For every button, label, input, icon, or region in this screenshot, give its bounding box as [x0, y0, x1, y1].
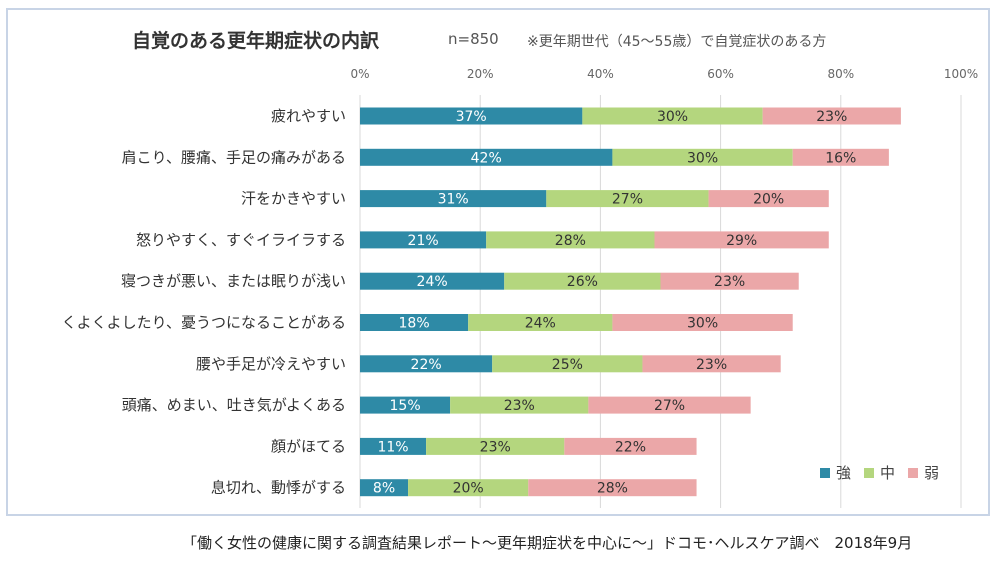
bar-segment — [588, 396, 751, 414]
chart-note: ※更年期世代（45～55歳）で自覚症状のある方 — [527, 34, 827, 50]
bar-segment — [450, 396, 589, 414]
data-label: 20% — [453, 481, 484, 497]
sample-size-label: n=850 — [448, 30, 499, 48]
bar-segment — [654, 231, 829, 249]
data-label: 23% — [816, 109, 847, 125]
bar-segment — [504, 272, 661, 290]
data-label: 16% — [825, 150, 856, 166]
legend-label: 強 — [836, 464, 851, 482]
bar-segment — [612, 148, 793, 166]
category-label: 腰や手足が冷えやすい — [196, 355, 346, 373]
data-label: 15% — [390, 398, 421, 414]
data-label: 27% — [612, 192, 643, 208]
chart-title: 自覚のある更年期症状の内訳 — [132, 30, 380, 52]
data-label: 37% — [456, 109, 487, 125]
bar-segment — [582, 107, 763, 125]
data-label: 18% — [399, 316, 430, 332]
bar-segment — [660, 272, 799, 290]
bar-segment — [360, 107, 583, 125]
data-label: 20% — [753, 192, 784, 208]
category-label: 肩こり、腰痛、手足の痛みがある — [122, 148, 346, 166]
category-label: 顔がほてる — [271, 437, 346, 455]
bar-segment — [360, 355, 493, 373]
x-tick-label: 80% — [827, 67, 854, 81]
bars-layer — [360, 107, 901, 497]
bar-segment — [426, 437, 565, 455]
data-label: 26% — [567, 274, 598, 290]
data-label: 42% — [471, 150, 502, 166]
category-label: 疲れやすい — [271, 107, 346, 125]
x-tick-label: 60% — [707, 67, 734, 81]
bar-segment — [546, 190, 709, 208]
bar-segment — [360, 190, 547, 208]
data-label: 21% — [408, 233, 439, 249]
legend-label: 弱 — [924, 464, 939, 482]
bar-segment — [360, 148, 613, 166]
bar-segment — [708, 190, 829, 208]
bar-segment — [486, 231, 655, 249]
data-label: 28% — [597, 481, 628, 497]
category-label: くよくよしたり、憂うつになることがある — [62, 314, 346, 332]
bar-segment — [762, 107, 901, 125]
data-label: 30% — [657, 109, 688, 125]
data-label: 24% — [525, 316, 556, 332]
legend-label: 中 — [880, 464, 895, 482]
bar-segment — [360, 479, 409, 497]
labels-layer: 疲れやすい 37% 30% 23% 肩こり、腰痛、手足の痛みがある 42% 30% 16% 汗を… — [62, 107, 857, 497]
data-label: 30% — [687, 150, 718, 166]
x-tick-label: 40% — [587, 67, 614, 81]
bar-segment — [468, 314, 613, 331]
data-label: 25% — [552, 357, 583, 373]
legend-swatch — [864, 468, 874, 478]
bar-segment — [360, 272, 505, 290]
chart-frame — [6, 8, 990, 516]
x-tick-label: 0% — [350, 67, 369, 81]
bar-segment — [360, 437, 427, 455]
data-label: 24% — [417, 274, 448, 290]
bar-segment — [360, 396, 451, 414]
bar-segment — [492, 355, 643, 373]
data-label: 31% — [438, 192, 469, 208]
data-label: 23% — [714, 274, 745, 290]
bar-segment — [792, 148, 889, 166]
data-label: 23% — [696, 357, 727, 373]
bar-segment — [642, 355, 781, 373]
category-label: 寝つきが悪い、または眠りが浅い — [121, 272, 346, 290]
data-label: 23% — [480, 439, 511, 455]
category-label: 汗をかきやすい — [241, 190, 346, 208]
data-label: 29% — [726, 233, 757, 249]
data-label: 8% — [373, 481, 395, 497]
data-label: 22% — [411, 357, 442, 373]
category-label: 怒りやすく、すぐイライラする — [136, 231, 346, 249]
data-label: 22% — [615, 439, 646, 455]
data-label: 30% — [687, 316, 718, 332]
bar-segment — [564, 437, 697, 455]
data-label: 27% — [654, 398, 685, 414]
bar-segment — [360, 314, 469, 331]
category-label: 息切れ、動悸がする — [211, 479, 346, 497]
bar-segment — [408, 479, 529, 497]
source-caption: 「働く女性の健康に関する調査結果レポート～更年期症状を中心に～」ドコモ･ヘルスケ… — [182, 534, 913, 552]
category-label: 頭痛、めまい、吐き気がよくある — [122, 396, 346, 414]
legend-swatch — [908, 468, 918, 478]
bar-segment — [612, 314, 793, 331]
bar-segment — [528, 479, 697, 497]
legend: 強中弱 — [820, 464, 939, 482]
legend-swatch — [820, 468, 830, 478]
data-label: 11% — [377, 439, 408, 455]
data-label: 28% — [555, 233, 586, 249]
x-tick-label: 20% — [467, 67, 494, 81]
x-tick-label: 100% — [944, 67, 978, 81]
bar-segment — [360, 231, 487, 249]
data-label: 23% — [504, 398, 535, 414]
